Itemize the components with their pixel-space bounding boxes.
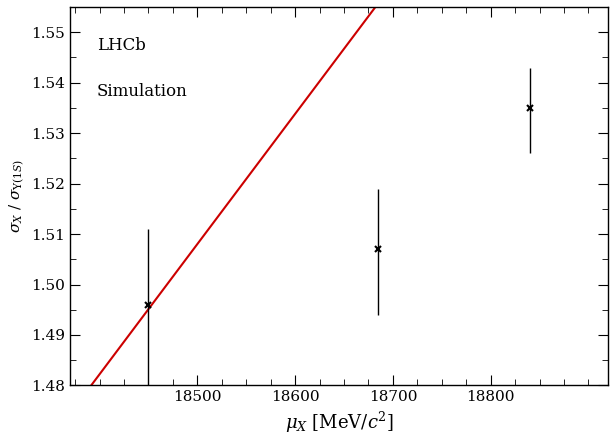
X-axis label: $\mu_{X}$ [MeV/$c^{2}$]: $\mu_{X}$ [MeV/$c^{2}$] — [285, 410, 394, 435]
Text: Simulation: Simulation — [97, 83, 188, 99]
Text: LHCb: LHCb — [97, 37, 146, 54]
Y-axis label: $\sigma_{X}$ / $\sigma_{\Upsilon(1S)}$: $\sigma_{X}$ / $\sigma_{\Upsilon(1S)}$ — [7, 159, 26, 233]
